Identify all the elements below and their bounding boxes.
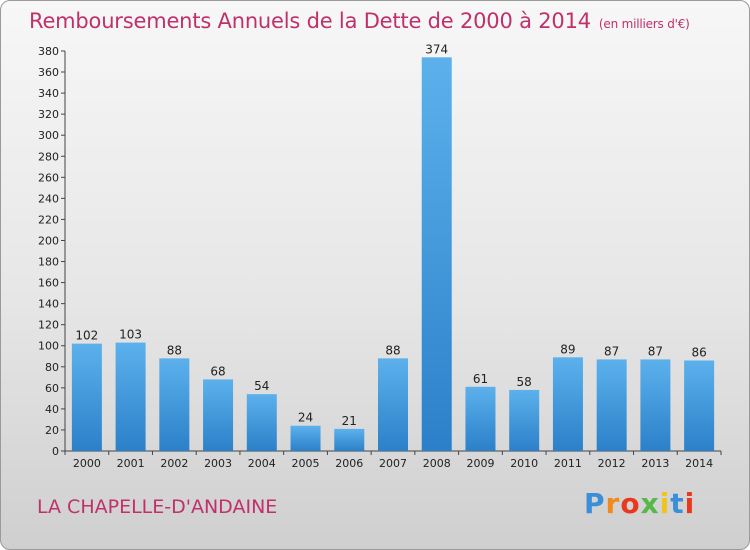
x-tick-label: 2003 [204, 457, 232, 470]
x-tick-label: 2006 [335, 457, 363, 470]
bar-value-label: 87 [604, 344, 619, 358]
y-tick-label: 380 [38, 45, 59, 58]
y-tick-label: 120 [38, 319, 59, 332]
chart-bars [71, 57, 715, 451]
bar-value-label: 54 [254, 379, 269, 393]
y-tick-label: 260 [38, 171, 59, 184]
y-tick-label: 360 [38, 66, 59, 79]
x-tick-label: 2012 [598, 457, 626, 470]
bar-value-label: 88 [167, 343, 182, 357]
logo-letter: P [584, 487, 606, 520]
bar [71, 343, 102, 451]
y-tick-label: 220 [38, 213, 59, 226]
bar [290, 425, 321, 451]
y-tick-label: 200 [38, 234, 59, 247]
bar-value-label: 88 [385, 343, 400, 357]
proxiti-logo: Proxiti [584, 487, 695, 520]
bar [596, 359, 627, 451]
x-tick-label: 2014 [685, 457, 713, 470]
x-tick-label: 2011 [554, 457, 582, 470]
y-tick-label: 300 [38, 129, 59, 142]
x-tick-label: 2000 [73, 457, 101, 470]
x-tick-label: 2001 [117, 457, 145, 470]
logo-letter: i [659, 487, 671, 520]
bar-value-label: 374 [425, 42, 448, 56]
bar [552, 357, 583, 451]
x-tick-label: 2004 [248, 457, 276, 470]
logo-letter: t [670, 487, 685, 520]
bar-value-label: 89 [560, 342, 575, 356]
bar-value-label: 21 [342, 414, 357, 428]
logo-letter: i [684, 487, 696, 520]
bar [115, 342, 146, 451]
bar-value-label: 87 [648, 344, 663, 358]
commune-name: LA CHAPELLE-D'ANDAINE [37, 496, 278, 518]
y-tick-label: 100 [38, 340, 59, 353]
bar-value-label: 68 [210, 364, 225, 378]
y-tick-label: 320 [38, 108, 59, 121]
y-tick-label: 280 [38, 150, 59, 163]
bar-value-label: 24 [298, 411, 313, 425]
y-tick-label: 60 [45, 382, 59, 395]
logo-letter: x [640, 487, 660, 520]
bar [465, 386, 496, 451]
chart-title-text: Remboursements Annuels de la Dette de 20… [29, 9, 591, 33]
logo-letter: r [605, 487, 621, 520]
bar-value-label: 103 [119, 328, 142, 342]
x-tick-label: 2008 [423, 457, 451, 470]
x-tick-label: 2007 [379, 457, 407, 470]
bar [684, 360, 715, 451]
y-tick-label: 160 [38, 277, 59, 290]
x-tick-label: 2010 [510, 457, 538, 470]
bar-value-label: 61 [473, 372, 488, 386]
x-tick-label: 2013 [641, 457, 669, 470]
y-tick-label: 140 [38, 298, 59, 311]
bar [421, 57, 452, 451]
bar-value-label: 58 [517, 375, 532, 389]
bar [378, 358, 408, 451]
bar [334, 428, 365, 451]
y-tick-label: 180 [38, 256, 59, 269]
bar-value-label: 86 [691, 345, 706, 359]
x-tick-label: 2009 [466, 457, 494, 470]
logo-letter: o [620, 487, 641, 520]
chart-axes: 0 20 40 60 80 100 120 140 160 180 200 220 240 260 280 3… [38, 45, 722, 470]
x-tick-label: 2002 [160, 457, 188, 470]
y-tick-label: 20 [45, 424, 59, 437]
bar [640, 359, 671, 451]
chart-value-labels: 102 103 88 68 54 24 21 88 374 61 58 89 87 87 86 [75, 42, 706, 428]
unit-label: (en milliers d'€) [598, 17, 690, 31]
x-tick-label: 2005 [292, 457, 320, 470]
y-tick-label: 40 [45, 403, 59, 416]
bar [203, 379, 234, 451]
y-tick-label: 240 [38, 192, 59, 205]
y-tick-label: 0 [52, 445, 59, 458]
chart-title: Remboursements Annuels de la Dette de 20… [29, 9, 690, 33]
y-tick-label: 340 [38, 87, 59, 100]
y-tick-label: 80 [45, 361, 59, 374]
bar-value-label: 102 [75, 329, 98, 343]
bar [509, 389, 540, 451]
bar [159, 358, 190, 451]
bar [246, 394, 277, 451]
